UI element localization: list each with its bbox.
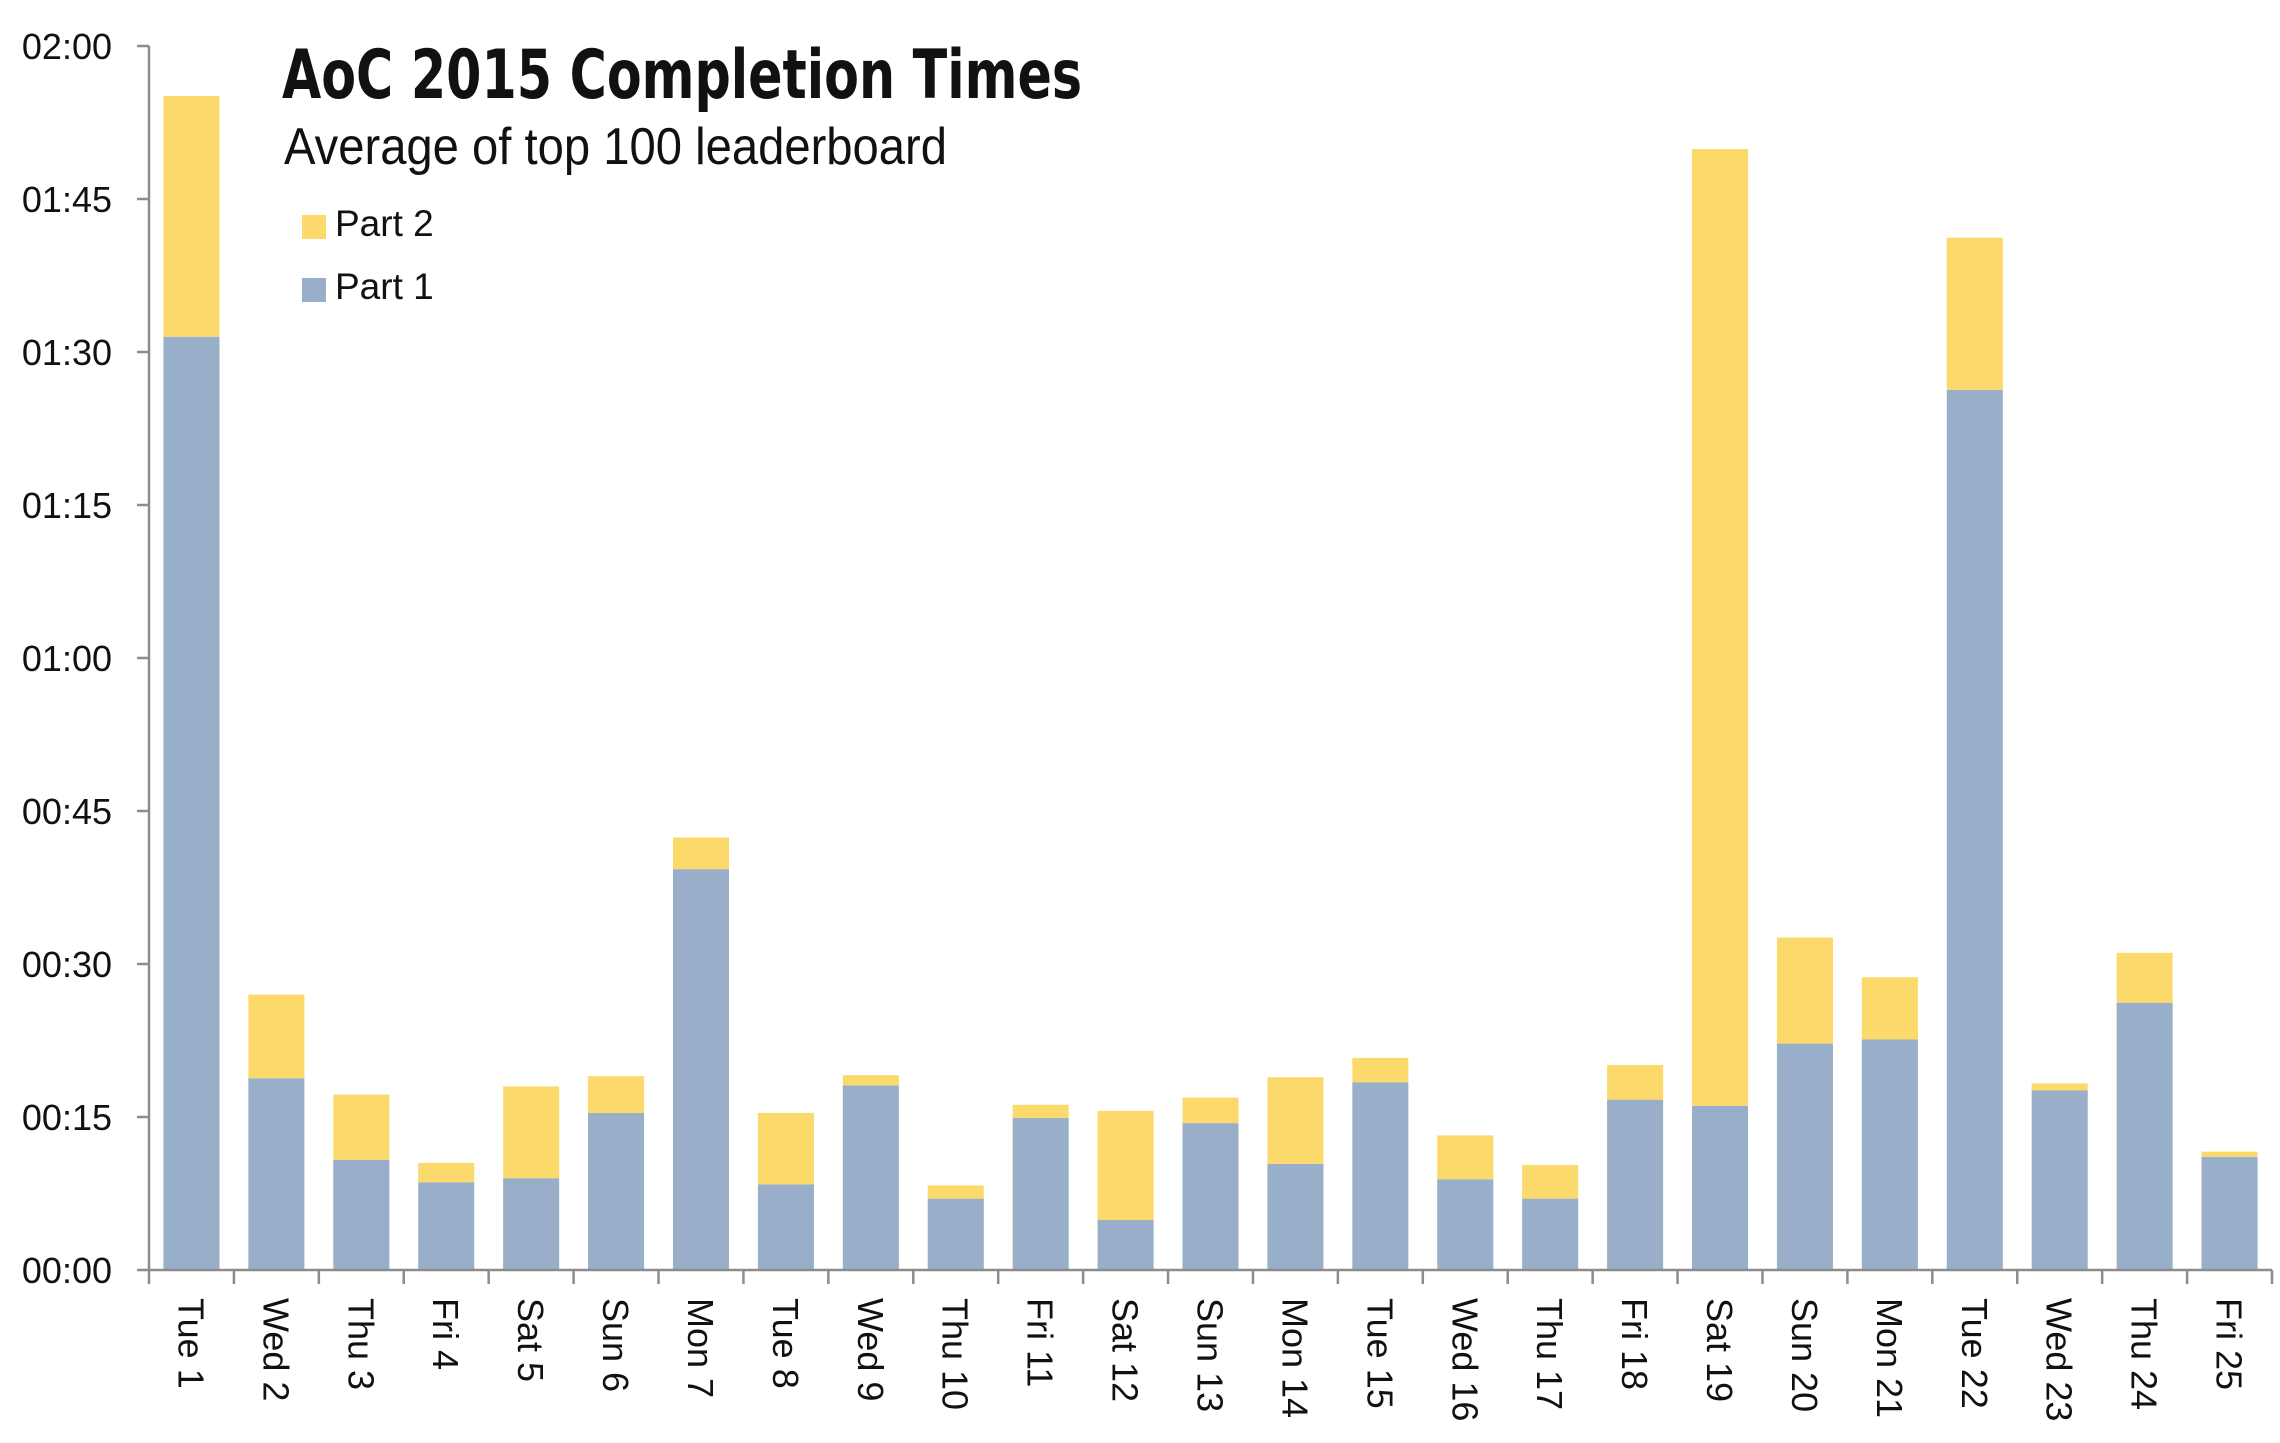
- bar-part-1-wed-23: [2031, 1090, 2088, 1270]
- bar-part-1-thu-24: [2116, 1002, 2173, 1270]
- chart-title: AoC 2015 Completion Times: [282, 36, 1082, 115]
- bar-part-1-sat-5: [503, 1178, 560, 1270]
- bar-part-1-sun-6: [588, 1112, 645, 1270]
- x-tick-label: Sat 12: [1105, 1298, 1146, 1402]
- bar-part-1-sat-12: [1097, 1220, 1154, 1270]
- bar-part-1-tue-22: [1946, 389, 2003, 1270]
- bar-part-2-sun-13: [1182, 1097, 1239, 1124]
- x-tick-label: Sun 13: [1190, 1298, 1231, 1412]
- bar-part-2-wed-23: [2031, 1083, 2088, 1091]
- bar-part-2-wed-2: [248, 994, 305, 1079]
- bar-part-2-fri-11: [1012, 1104, 1069, 1119]
- bar-part-2-thu-3: [333, 1094, 390, 1160]
- bar-part-1-tue-15: [1352, 1082, 1409, 1270]
- bar-part-2-wed-16: [1437, 1135, 1494, 1180]
- bar-part-2-tue-15: [1352, 1057, 1409, 1083]
- bar-part-1-wed-16: [1437, 1179, 1494, 1270]
- bar-part-1-thu-10: [927, 1198, 984, 1270]
- bar-part-2-sun-6: [588, 1076, 645, 1113]
- legend: Part 2 Part 1: [302, 203, 434, 307]
- bar-part-1-fri-4: [418, 1182, 475, 1270]
- x-tick-label: Mon 21: [1869, 1298, 1910, 1418]
- y-tick-label: 00:30: [22, 944, 112, 985]
- x-tick-label: Wed 23: [2039, 1298, 2080, 1421]
- bar-part-2-mon-7: [672, 837, 730, 870]
- x-tick-label: Sat 19: [1699, 1298, 1740, 1402]
- x-tick-label: Thu 24: [2124, 1298, 2165, 1410]
- x-tick-label: Thu 17: [1529, 1298, 1570, 1410]
- chart-subtitle: Average of top 100 leaderboard: [284, 118, 947, 176]
- x-tick-label: Sat 5: [510, 1298, 551, 1382]
- bar-part-1-sat-19: [1692, 1105, 1749, 1270]
- x-tick-label: Fri 11: [1020, 1298, 1061, 1387]
- bar-part-1-thu-17: [1522, 1198, 1579, 1270]
- legend-swatch-part-2: [302, 215, 326, 239]
- bar-part-1-fri-25: [2201, 1156, 2258, 1270]
- x-tick-label: Fri 18: [1614, 1298, 1655, 1390]
- x-tick-label: Thu 3: [340, 1298, 381, 1390]
- bar-part-2-tue-8: [757, 1112, 814, 1185]
- x-tick-label: Fri 4: [425, 1298, 466, 1370]
- bar-part-2-fri-25: [2201, 1151, 2258, 1157]
- x-tick-label: Mon 7: [680, 1298, 721, 1398]
- y-tick-label: 00:15: [22, 1097, 112, 1138]
- x-tick-label: Wed 2: [255, 1298, 296, 1401]
- bar-part-2-sun-20: [1776, 937, 1833, 1044]
- bar-part-1-wed-2: [248, 1078, 305, 1270]
- bar-part-1-tue-1: [163, 336, 220, 1270]
- x-tick-label: Thu 10: [935, 1298, 976, 1410]
- bar-part-2-thu-24: [2116, 952, 2173, 1003]
- x-tick-label: Tue 22: [1954, 1298, 1995, 1409]
- bar-part-2-thu-17: [1522, 1164, 1579, 1199]
- bar-part-2-tue-22: [1946, 237, 2003, 390]
- x-tick-label: Sun 20: [1784, 1298, 1825, 1412]
- bar-part-1-tue-8: [757, 1184, 814, 1270]
- y-tick-label: 01:30: [22, 332, 112, 373]
- x-tick-label: Sun 6: [595, 1298, 636, 1392]
- y-tick-label: 01:45: [22, 179, 112, 220]
- bar-part-2-fri-4: [418, 1162, 475, 1183]
- y-tick-label: 01:15: [22, 485, 112, 526]
- bar-part-2-sat-19: [1692, 149, 1749, 1106]
- bar-part-1-fri-11: [1012, 1118, 1069, 1270]
- bar-part-2-mon-21: [1861, 977, 1918, 1040]
- bar-part-2-thu-10: [927, 1185, 984, 1199]
- legend-label-part-1: Part 1: [335, 266, 434, 307]
- bar-part-1-thu-3: [333, 1159, 390, 1270]
- x-tick-label: Wed 16: [1444, 1298, 1485, 1421]
- bar-part-1-mon-21: [1861, 1039, 1918, 1270]
- bar-part-1-wed-9: [842, 1085, 899, 1270]
- bar-part-2-fri-18: [1607, 1064, 1664, 1100]
- x-tick-label: Fri 25: [2209, 1298, 2250, 1390]
- bar-part-2-mon-14: [1267, 1077, 1324, 1164]
- y-tick-label: 00:45: [22, 791, 112, 832]
- bar-part-1-mon-14: [1267, 1163, 1324, 1270]
- x-tick-label: Tue 8: [765, 1298, 806, 1389]
- x-tick-label: Wed 9: [850, 1298, 891, 1401]
- bar-part-2-tue-1: [163, 95, 220, 337]
- bar-part-1-sun-20: [1776, 1043, 1833, 1270]
- x-tick-label: Tue 15: [1359, 1298, 1400, 1409]
- bar-part-2-sat-5: [503, 1086, 560, 1179]
- bar-part-1-fri-18: [1607, 1099, 1664, 1270]
- x-tick-label: Tue 1: [171, 1298, 212, 1389]
- bars-layer: [163, 95, 2258, 1270]
- y-tick-label: 00:00: [22, 1250, 112, 1291]
- legend-label-part-2: Part 2: [335, 203, 434, 244]
- bar-part-2-wed-9: [842, 1075, 899, 1086]
- bar-part-1-sun-13: [1182, 1123, 1239, 1270]
- axes-layer: 00:00 00:15 00:30 00:45 01:00 01:15 01:30 01:45…: [22, 26, 2274, 1421]
- bar-part-1-mon-7: [672, 869, 730, 1270]
- y-tick-label: 01:00: [22, 638, 112, 679]
- bar-part-2-sat-12: [1097, 1110, 1154, 1221]
- y-tick-label: 02:00: [22, 26, 112, 67]
- x-tick-label: Mon 14: [1274, 1298, 1315, 1418]
- legend-swatch-part-1: [302, 278, 326, 302]
